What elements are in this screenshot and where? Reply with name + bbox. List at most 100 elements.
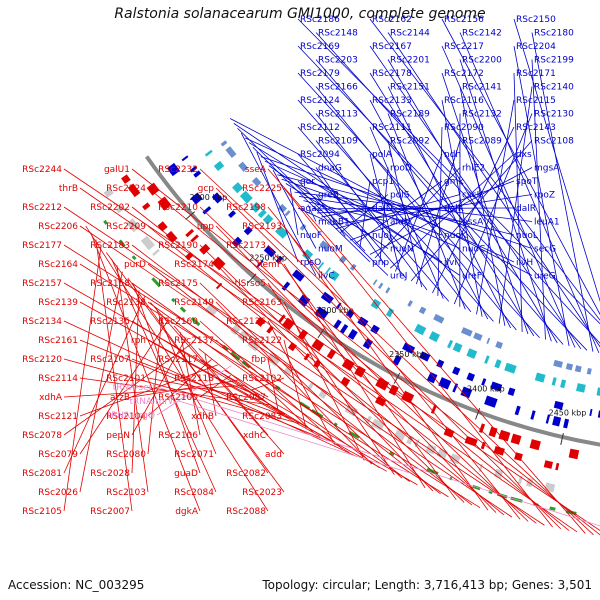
feature-block	[262, 214, 274, 225]
red-leader-line	[85, 225, 269, 512]
feature-rings	[103, 140, 600, 515]
blue-leader-line	[297, 99, 494, 322]
red-leader-line	[215, 263, 434, 492]
feature-block	[319, 240, 331, 251]
blue-leader-line	[369, 153, 401, 275]
blue-label: RSc2144	[390, 29, 430, 39]
rna-label: tRNA-argQ	[107, 411, 155, 421]
feature-block	[460, 386, 473, 399]
red-label: RSc2078	[22, 431, 62, 441]
feature-block	[574, 365, 582, 373]
feature-block	[401, 390, 415, 404]
red-label: RSc2190	[158, 241, 198, 251]
red-label: RSc2177	[22, 241, 62, 251]
red-label: RSc2121	[38, 412, 78, 422]
red-label: RSc2007	[90, 507, 130, 517]
blue-leader-line	[244, 137, 515, 263]
blue-leader-line	[256, 151, 299, 263]
blue-leader-line	[410, 140, 533, 282]
red-label: pepN	[106, 431, 130, 441]
feature-block	[514, 405, 521, 416]
tick-label: 2350 kbp	[389, 350, 427, 359]
red-leader-line	[283, 225, 489, 511]
feature-block	[385, 307, 395, 318]
feature-block	[205, 303, 219, 316]
feature-block	[560, 379, 567, 389]
red-label: rph	[131, 336, 146, 346]
red-label: RSc2102	[242, 374, 282, 384]
feature-block	[507, 387, 516, 396]
blue-label: RSc2179	[300, 69, 340, 79]
red-leader-line	[150, 302, 285, 455]
feature-block	[488, 426, 498, 438]
blue-label: RSc2148	[318, 29, 358, 39]
red-label: upp	[197, 222, 214, 232]
feature-block	[287, 342, 297, 352]
feature-block	[317, 261, 325, 270]
feature-block	[552, 416, 562, 427]
feature-block	[157, 221, 168, 232]
kbp-ticks: 2450 kbp 2400 kbp 2350 kbp 2300 kbp 2250 kbp…	[185, 193, 586, 445]
blue-label: RSc2142	[462, 29, 502, 39]
feature-block	[297, 294, 311, 307]
feature-block	[430, 404, 438, 414]
feature-block	[157, 196, 172, 211]
feature-block	[282, 317, 295, 331]
red-label: gcp	[198, 184, 215, 194]
red-label: RSc2114	[38, 374, 78, 384]
red-leader-line	[79, 187, 578, 533]
blue-label: dalR	[516, 204, 536, 214]
red-leader-line	[79, 320, 169, 455]
blue-label: RSc2172	[444, 69, 484, 79]
red-label: RSc2088	[226, 507, 266, 517]
feature-block	[127, 183, 141, 198]
red-label: RSc2100	[158, 393, 198, 403]
red-label: RSc2161	[38, 336, 78, 346]
feature-block	[307, 381, 315, 391]
feature-block	[447, 339, 454, 349]
feature-block	[449, 476, 453, 481]
blue-leader-line	[453, 113, 533, 305]
red-label: sseA	[245, 165, 267, 175]
blue-leader-line	[459, 59, 552, 342]
blue-label: nuoN	[390, 245, 414, 255]
blue-label: ilvH	[516, 258, 533, 268]
red-label: thrB	[59, 184, 78, 194]
feature-block	[281, 281, 291, 291]
blue-leader-line	[476, 99, 515, 315]
red-label: RSc2136	[226, 317, 266, 327]
topology-text: Topology: circular; Length: 3,716,413 bp…	[262, 578, 592, 592]
rna-leader-line	[156, 365, 232, 416]
red-label: RSc2028	[90, 469, 130, 479]
red-label: RSc2134	[22, 317, 62, 327]
feature-block	[230, 351, 241, 361]
feature-block	[568, 448, 580, 460]
red-label: xdhC	[243, 431, 266, 441]
blue-leader-line	[387, 59, 558, 344]
red-leader-line	[105, 252, 285, 493]
blue-leader-line	[252, 147, 371, 263]
blue-leader-line	[416, 140, 461, 285]
blue-leader-line	[389, 153, 515, 269]
red-leader-line	[133, 284, 201, 474]
blue-leader-line	[531, 59, 546, 340]
red-leader-line	[215, 301, 373, 465]
feature-block	[495, 341, 503, 349]
blue-label: RSc2166	[318, 83, 358, 93]
red-label: RSc2225	[242, 184, 282, 194]
red-label: RSc2174	[174, 260, 214, 270]
red-label: RSc2082	[226, 469, 266, 479]
feature-block	[481, 378, 487, 386]
feature-block	[517, 475, 523, 485]
feature-block	[220, 140, 228, 147]
red-label: add	[265, 450, 282, 460]
red-label: RSc2139	[38, 298, 78, 308]
blue-label: nuoC	[462, 245, 485, 255]
feature-block	[190, 316, 201, 327]
blue-leader-line	[441, 18, 600, 316]
blue-label: nuoL	[516, 231, 538, 241]
feature-block	[333, 319, 342, 330]
feature-block	[466, 372, 476, 382]
blue-label: rhlE2	[462, 164, 485, 174]
feature-block	[345, 309, 355, 319]
